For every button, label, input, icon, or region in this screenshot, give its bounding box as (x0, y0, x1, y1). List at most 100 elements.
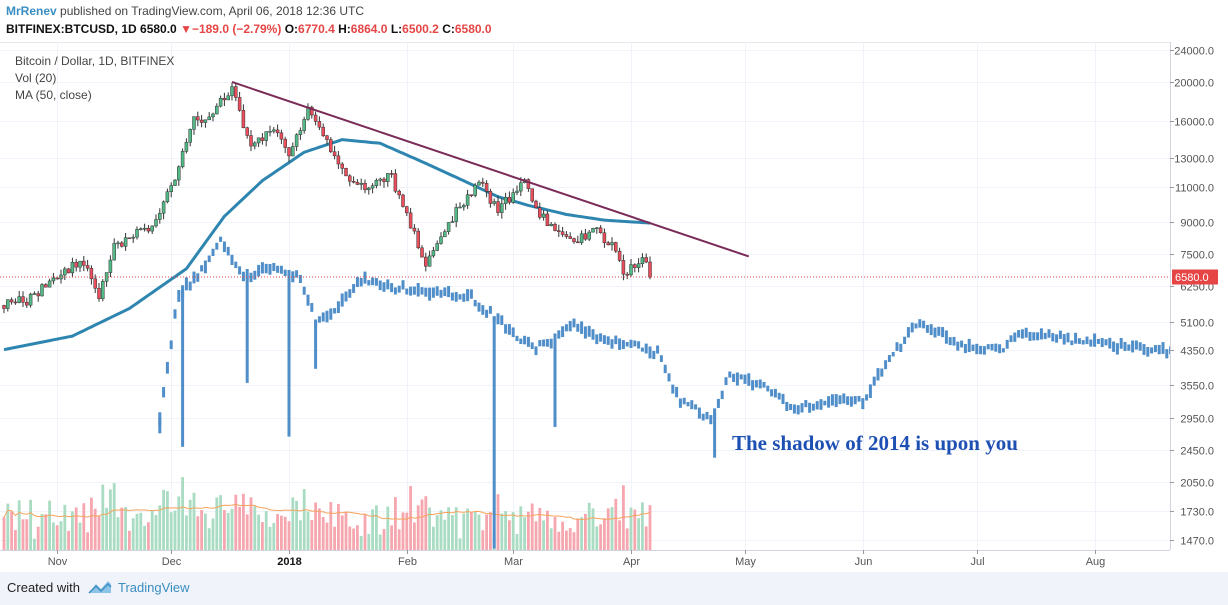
shadow-bar (447, 286, 451, 298)
shadow-bar (686, 401, 690, 407)
y-tick-label: 1470.0 (1180, 536, 1214, 548)
shadow-spike (713, 411, 717, 458)
chart-legend: Bitcoin / Dollar, 1D, BITFINEX Vol (20) … (15, 54, 174, 102)
shadow-bar (344, 291, 348, 302)
shadow-bar (678, 398, 682, 408)
shadow-bar (329, 308, 333, 320)
trendline-drawing[interactable] (231, 81, 750, 258)
volume-bar (622, 485, 625, 550)
candle-body (530, 188, 534, 202)
candle-body (154, 219, 158, 227)
candle-body (591, 228, 595, 233)
tradingview-logo-icon[interactable] (88, 579, 112, 595)
candle-body (32, 293, 37, 295)
volume-bar (397, 529, 401, 550)
x-tick-label: Dec (162, 556, 182, 568)
volume-bar (538, 507, 542, 550)
volume-bar (348, 526, 352, 550)
volume-bar (21, 519, 25, 550)
author-link[interactable]: MrRenev (6, 4, 57, 18)
volume-bar (306, 511, 310, 550)
volume-bar (451, 514, 454, 550)
volume-bar (230, 508, 234, 550)
shadow-bar (868, 384, 872, 398)
shadow-bar (895, 342, 899, 351)
volume-bar (112, 483, 116, 550)
shadow-bar (1153, 345, 1157, 353)
price-chart[interactable]: Bitcoin / Dollar, 1D, BITFINEX Vol (20) … (0, 42, 1228, 572)
shadow-bar (564, 324, 568, 332)
shadow-bar (306, 294, 310, 306)
candle-body (515, 190, 519, 193)
shadow-bar (177, 289, 181, 302)
candle-body (348, 175, 352, 182)
volume-bar (242, 493, 245, 550)
shadow-bar (804, 400, 808, 408)
candle-body (355, 181, 360, 185)
shadow-bar (979, 345, 983, 355)
candle-body (196, 116, 200, 121)
shadow-spike (314, 321, 318, 369)
candle-body (215, 105, 219, 115)
candle-body (161, 201, 166, 214)
candle-body (344, 168, 348, 177)
candle-body (25, 302, 29, 306)
shadow-bar (412, 286, 416, 295)
shadow-bar (690, 400, 694, 410)
candle-body (78, 260, 82, 268)
shadow-bar (967, 338, 971, 353)
candle-body (484, 183, 489, 192)
candle-body (329, 139, 333, 153)
shadow-bar (929, 324, 933, 336)
volume-bar (90, 497, 93, 550)
candle-body (568, 236, 572, 239)
shadow-bar (310, 303, 314, 312)
shadow-bar (378, 280, 382, 291)
volume-bar (534, 521, 538, 550)
high-label: H: (338, 22, 351, 36)
shadow-bar (709, 415, 713, 425)
volume-bar (105, 507, 108, 550)
candle-body (116, 242, 120, 245)
shadow-bar (648, 346, 652, 359)
volume-bar (291, 497, 295, 550)
price-axis[interactable]: 1470.0 1730.0 2050.0 2450.0 2950.0 3550.0 4350… (1170, 46, 1214, 548)
volume-bar (10, 511, 13, 550)
shadow-bar (853, 396, 857, 405)
candle-body (549, 223, 553, 226)
volume-bar (318, 508, 321, 550)
time-axis[interactable]: Nov Dec 2018 Feb Mar Apr May Jun Jul Aug (48, 550, 1106, 568)
shadow-spike (492, 316, 496, 549)
close-label: C: (442, 22, 455, 36)
volume-bar (215, 497, 219, 550)
shadow-spike (158, 417, 162, 434)
candle-body (127, 237, 132, 239)
shadow-bar (230, 254, 234, 265)
volume-bar (561, 521, 564, 550)
candle-body (534, 200, 538, 208)
shadow-bar (450, 292, 454, 301)
shadow-bar (849, 396, 853, 407)
shadow-bar (1146, 346, 1150, 357)
shadow-bar (914, 323, 918, 329)
candle-body (363, 183, 367, 191)
shadow-bar (298, 274, 302, 283)
shadow-bar (906, 327, 910, 338)
volume-bar (496, 494, 500, 550)
shadow-bar (184, 277, 188, 291)
volume-bar (641, 502, 644, 550)
volume-bar (485, 514, 488, 550)
shadow-bar (1093, 333, 1097, 347)
shadow-bar (260, 262, 264, 274)
tradingview-link[interactable]: TradingView (118, 580, 190, 595)
candle-body (359, 183, 363, 185)
candle-body (120, 242, 124, 247)
shadow-bar (1001, 348, 1005, 353)
shadow-bar (424, 287, 428, 297)
candle-body (621, 260, 626, 275)
volume-bar (447, 507, 450, 550)
volume-bar (473, 511, 477, 550)
shadow-bar (504, 324, 508, 334)
shadow-bar (625, 341, 629, 347)
shadow-bar (219, 236, 223, 242)
